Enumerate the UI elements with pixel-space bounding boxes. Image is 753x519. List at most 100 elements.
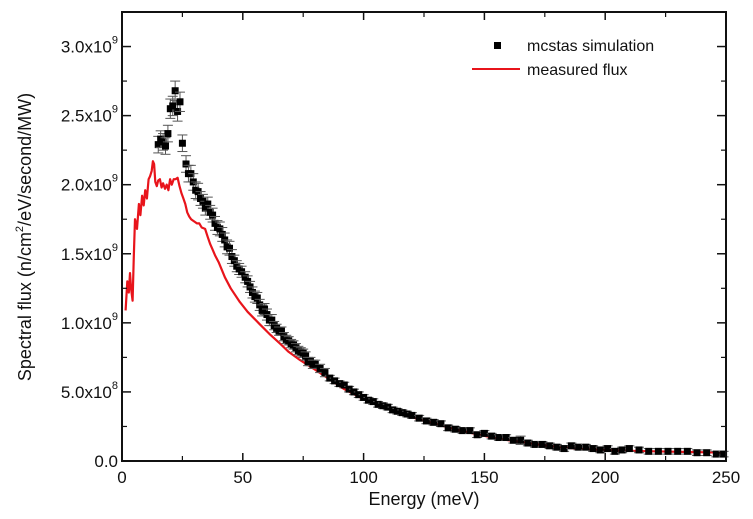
simulation-point [551,443,562,451]
simulation-marker [321,369,329,377]
simulation-point [537,440,548,448]
y-tick-mantissa: 2.0x10 [61,176,112,195]
simulation-marker [164,130,172,138]
simulation-point [617,446,628,454]
simulation-marker [201,204,209,212]
simulation-marker [575,443,583,451]
y-tick-label: 1.5x109 [61,242,118,264]
simulation-point [566,442,577,450]
simulation-marker [488,432,496,440]
simulation-marker [253,294,261,302]
y-tick-mantissa: 3.0x10 [61,38,112,57]
simulation-point [501,434,512,442]
simulation-marker [216,225,224,233]
simulation-marker [693,449,701,457]
simulation-marker [451,425,459,433]
x-tick-label: 150 [470,468,498,487]
measured-flux-line [124,160,727,454]
simulation-point [718,450,729,458]
simulation-marker [635,446,643,454]
legend-label-simulation: mcstas simulation [527,38,654,55]
x-tick-label: 250 [712,468,740,487]
simulation-point [160,137,171,155]
plot-frame [121,11,727,462]
simulation-point [602,445,613,453]
simulation-point [450,425,461,433]
simulation-marker [422,417,430,425]
simulation-marker [408,411,416,419]
simulation-marker [567,442,575,450]
simulation-marker [182,160,190,168]
simulation-point [544,442,555,450]
simulation-marker [398,409,406,417]
simulation-point [170,80,181,101]
simulation-point [464,427,475,435]
simulation-point [414,414,425,422]
simulation-marker [268,316,276,324]
simulation-marker [209,211,217,219]
legend: mcstas simulation measured flux [472,38,654,79]
y-tick-mantissa: 1.0x10 [61,314,112,333]
simulation-point [643,447,654,455]
simulation-marker [211,219,219,227]
simulation-marker [161,142,169,150]
y-tick-mantissa: 2.5x10 [61,107,112,126]
y-axis-ticks: 0.05.0x1081.0x1091.5x1092.0x1092.5x1093.… [61,35,726,471]
simulation-marker [664,447,672,455]
simulation-point [692,449,703,457]
simulation-point [634,446,645,454]
simulation-marker [683,447,691,455]
simulation-marker [618,446,626,454]
simulation-marker [218,230,226,238]
simulation-marker [466,427,474,435]
simulation-marker [444,424,452,432]
simulation-marker [654,447,662,455]
simulation-marker [473,431,481,439]
y-tick-label: 5.0x108 [61,380,118,402]
x-axis-title: Energy (meV) [368,489,479,509]
y-tick-mantissa: 1.5x10 [61,245,112,264]
simulation-marker [582,443,590,451]
simulation-marker [241,273,249,281]
simulation-point [428,418,439,426]
simulation-marker [204,200,212,208]
y-tick-exponent: 9 [112,35,118,47]
simulation-marker [154,141,162,149]
simulation-point [624,445,635,453]
simulation-marker [495,434,503,442]
simulation-marker [502,434,510,442]
simulation-marker [335,380,343,388]
simulation-marker [277,327,285,335]
simulation-marker [480,429,488,437]
simulation-point [580,443,591,451]
y-tick-label: 2.5x109 [61,104,118,126]
simulation-point [522,439,533,447]
legend-marker-simulation [494,42,501,49]
simulation-marker [437,420,445,428]
simulation-point [609,447,620,455]
simulation-point [167,95,178,117]
simulation-marker [171,87,179,95]
simulation-marker [228,253,236,261]
simulation-point [653,447,664,455]
simulation-marker [596,446,604,454]
simulation-point [663,447,674,455]
simulation-marker [403,410,411,418]
simulation-marker [524,439,532,447]
simulation-marker [169,102,177,110]
y-tick-mantissa: 0.0 [94,452,118,471]
simulation-point [421,417,432,425]
x-tick-label: 0 [117,468,126,487]
simulation-marker [604,445,612,453]
simulation-marker [611,447,619,455]
simulation-point [559,445,570,453]
simulation-marker [178,139,186,147]
simulation-point [595,446,606,454]
simulation-marker [176,98,184,106]
simulation-marker [674,447,682,455]
simulation-marker [226,244,234,252]
simulation-point [406,411,417,419]
simulation-point [588,445,599,453]
simulation-marker [712,450,720,458]
